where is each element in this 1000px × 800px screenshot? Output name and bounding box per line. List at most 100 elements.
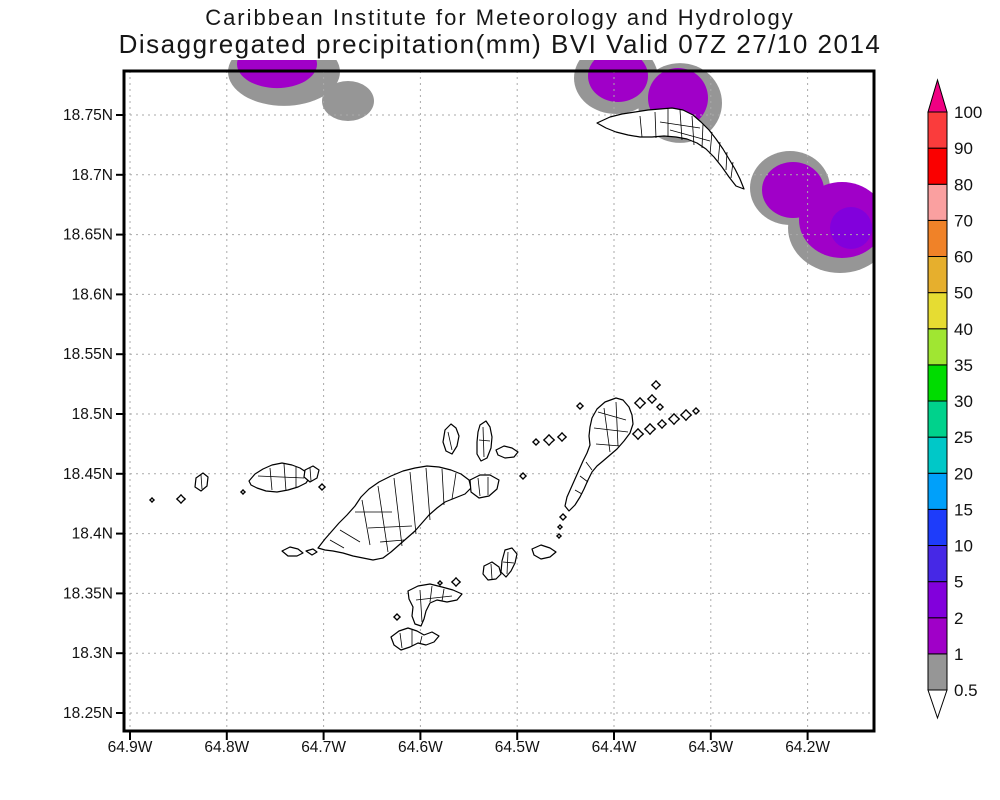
colorbar-level-label: 20: [954, 464, 973, 483]
islet: [555, 532, 563, 540]
colorbar-segment: [927, 545, 948, 583]
island: [281, 546, 304, 557]
island-coastline: [495, 445, 519, 459]
colorbar-segment: [927, 508, 948, 547]
island-watershed-mesh: [447, 431, 453, 451]
island-coastline: [317, 465, 472, 561]
island-coastline: [305, 548, 318, 556]
island-coastline: [596, 107, 745, 190]
lat-tick-label: 18.55N: [63, 346, 113, 363]
colorbar-segment: [927, 653, 948, 691]
colorbar-level-label: 10: [954, 537, 973, 556]
island-coastline: [564, 397, 634, 512]
colorbar-level-label: 0.5: [954, 681, 978, 700]
lon-tick-label: 64.8W: [204, 739, 249, 756]
lat-tick-label: 18.75N: [63, 107, 113, 124]
islet: [691, 406, 701, 416]
island: [531, 544, 557, 560]
lon-tick-label: 64.9W: [108, 739, 153, 756]
colorbar-level-label: 100: [954, 103, 982, 122]
island-watershed-mesh: [639, 109, 734, 179]
lat-tick-label: 18.35N: [63, 585, 113, 602]
island-coastline: [390, 627, 440, 651]
colorbar-segment: [927, 219, 948, 258]
island-watershed-mesh: [477, 477, 489, 497]
colorbar-segment: [927, 328, 948, 366]
islet: [148, 496, 156, 504]
island-watershed-mesh: [502, 551, 515, 575]
island-coastline: [281, 546, 304, 557]
colorbar-level-label: 70: [954, 211, 973, 230]
island: [564, 397, 634, 512]
island-coastline: [303, 465, 320, 483]
figure-title-line1: Caribbean Institute for Meteorology and …: [205, 5, 795, 30]
colorbar-segment: [927, 436, 948, 474]
island-watershed-mesh: [257, 463, 305, 492]
island: [495, 445, 519, 459]
colorbar-segment: [927, 256, 948, 294]
island-watershed-mesh: [399, 630, 423, 649]
lat-tick-label: 18.25N: [63, 705, 113, 722]
island: [390, 627, 440, 651]
island: [305, 548, 318, 556]
islets: [148, 379, 701, 622]
precip-area-0.5-1mm: [228, 60, 874, 273]
lon-tick-label: 64.4W: [592, 739, 637, 756]
lat-tick-label: 18.7N: [72, 167, 113, 184]
island: [194, 472, 209, 492]
islet: [558, 512, 568, 522]
islet: [436, 579, 444, 587]
colorbar-under-arrow: [927, 689, 948, 720]
colorbar-segment: [927, 147, 948, 185]
islet: [655, 402, 665, 412]
island-coastline: [531, 544, 557, 560]
island-coastline: [476, 420, 493, 462]
island: [317, 465, 472, 561]
lat-tick-label: 18.65N: [63, 227, 113, 244]
islet: [556, 523, 564, 531]
lat-tick-label: 18.5N: [72, 406, 113, 423]
colorbar-segment: [927, 400, 948, 438]
island-watershed-mesh: [309, 467, 312, 482]
precip-cell: [830, 207, 872, 249]
colorbar-level-label: 1: [954, 645, 963, 664]
lat-tick-label: 18.3N: [72, 645, 113, 662]
lat-tick-label: 18.4N: [72, 526, 113, 543]
island-watershed-mesh: [200, 474, 203, 490]
island-watershed-mesh: [478, 426, 491, 458]
island-coastline: [482, 561, 502, 581]
colorbar-level-label: 60: [954, 248, 973, 267]
island: [442, 423, 460, 455]
islet: [542, 433, 556, 447]
axis-labels: 64.9W 64.8W 64.7W 64.6W 64.5W 64.4W 64.3W 64.2W…: [63, 107, 830, 756]
colorbar-level-label: 35: [954, 356, 973, 375]
precip-area-2-5mm: [830, 207, 872, 249]
lat-tick-label: 18.45N: [63, 466, 113, 483]
lat-tick-label: 18.6N: [72, 286, 113, 303]
islet: [631, 427, 645, 441]
lon-tick-label: 64.2W: [785, 739, 830, 756]
islet: [643, 422, 657, 436]
map-frame: [122, 69, 876, 733]
island-coastline: [407, 583, 463, 627]
islet: [317, 482, 327, 492]
figure-title-line2: Disaggregated precipitation(mm) BVI Vali…: [118, 29, 882, 59]
islet: [450, 576, 462, 588]
island: [500, 547, 518, 578]
islet: [575, 401, 585, 411]
colorbar-level-label: 90: [954, 139, 973, 158]
island-outlines: [194, 107, 745, 651]
colorbar-level-label: 25: [954, 428, 973, 447]
island-watershed-mesh: [329, 467, 457, 553]
islet: [646, 393, 658, 405]
island: [476, 420, 493, 462]
precip-cell: [322, 81, 374, 121]
island-coastline: [442, 423, 460, 455]
islet: [633, 396, 647, 410]
colorbar-segment: [927, 472, 948, 510]
colorbar-segment: [927, 617, 948, 655]
precip-cell: [237, 60, 317, 89]
colorbar-segment: [927, 364, 948, 402]
islet: [667, 412, 681, 426]
